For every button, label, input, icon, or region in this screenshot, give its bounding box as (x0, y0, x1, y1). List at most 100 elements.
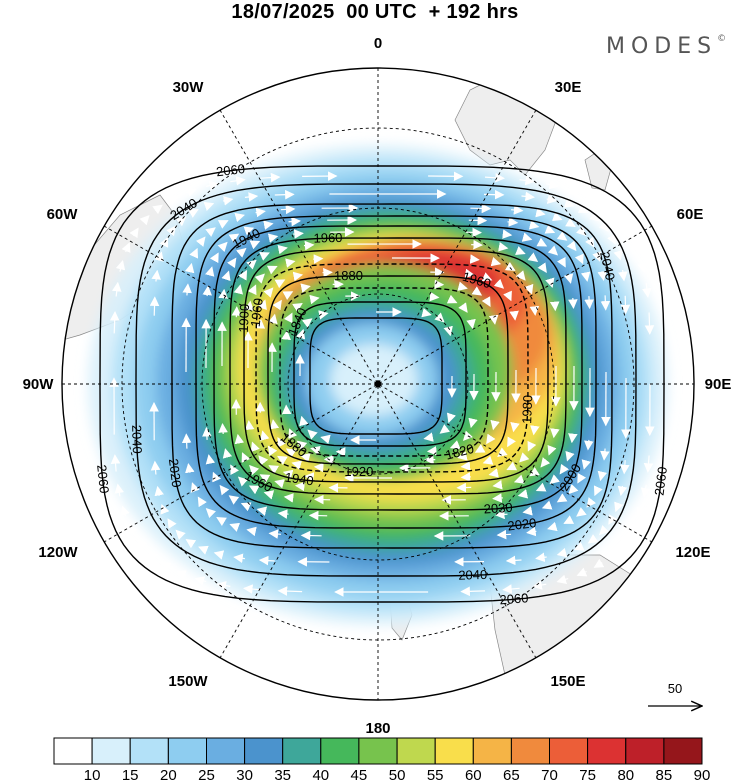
wind-vector (218, 423, 228, 435)
colorbar-swatch (663, 737, 703, 765)
wind-vector (234, 433, 245, 445)
contour-label: 1940 (284, 470, 315, 489)
wind-vector (175, 529, 186, 540)
wind-vector (513, 474, 525, 484)
height-contour (229, 237, 567, 495)
wind-vector (568, 433, 578, 444)
wind-vector (167, 195, 179, 205)
wind-vector (481, 272, 493, 282)
colorbar-tick-label: 10 (84, 767, 101, 782)
wind-vector (233, 284, 244, 295)
wind-vector (244, 300, 254, 311)
wind-vector (188, 209, 199, 218)
wind-vector (182, 283, 192, 296)
wind-vector (222, 448, 233, 459)
wind-vector (581, 459, 591, 470)
wind-vector (502, 229, 513, 239)
wind-vector (529, 467, 540, 477)
wind-vector (151, 269, 161, 282)
wind-vector (230, 464, 239, 476)
wind-vector (243, 226, 255, 236)
wind-vector (492, 493, 503, 503)
contour-label: 2040 (129, 425, 145, 454)
wind-vector (246, 259, 257, 270)
colorbar-tick-label: 45 (351, 767, 368, 782)
wind-vector (195, 236, 206, 247)
wind-vector (506, 461, 518, 471)
wind-vector (109, 311, 120, 334)
wind-vector (540, 457, 551, 468)
wind-vector (556, 574, 569, 584)
wind-vector (236, 247, 247, 258)
wind-vector (304, 472, 315, 482)
wind-vector (263, 220, 274, 230)
colorbar-tick-label: 70 (541, 767, 558, 782)
wind-vector (295, 328, 306, 340)
wind-vector (175, 216, 187, 227)
wind-vector (254, 273, 265, 284)
colorbar-tick-label: 20 (160, 767, 177, 782)
colorbar-swatch (206, 737, 246, 765)
wind-vector (607, 548, 619, 559)
wind-vector (219, 484, 230, 496)
wind-vector (206, 180, 220, 191)
colorbar-tick-label: 75 (579, 767, 596, 782)
wind-vector (249, 464, 260, 476)
colorbar-swatch (282, 737, 322, 765)
wind-vector (462, 430, 473, 441)
colorbar-swatch (549, 737, 589, 765)
contour-labels: 2060204019601940188018401900196020402060… (94, 161, 670, 607)
wind-vector (205, 266, 215, 277)
height-contour (213, 225, 583, 511)
wind-vector (120, 505, 130, 517)
colorbar-swatch (625, 737, 665, 765)
wind-vector (260, 172, 281, 183)
wind-vector (574, 253, 584, 265)
wind-vector (535, 482, 547, 492)
wind-vector (611, 212, 622, 223)
wind-vector (299, 415, 309, 427)
contour-label: 1880 (334, 268, 363, 283)
wind-vector (268, 313, 278, 325)
wind-vector (269, 419, 280, 430)
colorbar-tick-label: 65 (503, 767, 520, 782)
lon-label-30w: 30W (173, 79, 205, 96)
wind-vector (160, 561, 172, 572)
wind-vector (474, 444, 486, 453)
contour-label: 2020 (166, 458, 185, 489)
wind-vector (490, 419, 500, 431)
lon-label-120w: 120W (38, 544, 78, 561)
wind-vector (216, 516, 227, 527)
contour-label: 1980 (519, 395, 535, 424)
wind-vector (535, 207, 546, 218)
wind-vector (205, 454, 216, 465)
wind-vector (221, 270, 231, 282)
reference-vector: 50 (648, 681, 702, 706)
wind-vector (551, 212, 563, 222)
lon-label-120e: 120E (675, 544, 710, 561)
wind-vector (260, 430, 270, 441)
wind-vector (274, 479, 285, 489)
wind-vector (266, 265, 278, 275)
wind-vector (521, 191, 535, 202)
wind-vector (460, 586, 486, 597)
wind-vector (267, 233, 279, 243)
contour-label: 2040 (597, 250, 618, 281)
wind-vector (243, 584, 261, 594)
wind-vector (255, 207, 266, 218)
contour-label: 2040 (458, 567, 487, 583)
wind-vector (644, 312, 655, 335)
wind-vector (137, 538, 147, 549)
wind-vector (546, 194, 558, 204)
wind-vector (185, 463, 195, 474)
wind-vector (277, 437, 287, 448)
wind-vector (640, 484, 651, 498)
wind-vector (587, 534, 599, 544)
wind-vector (498, 242, 509, 252)
wind-vector (471, 286, 483, 296)
wind-vector (549, 301, 560, 312)
wind-vector (293, 229, 304, 239)
wind-vector (613, 249, 623, 261)
wind-vector (507, 217, 519, 227)
